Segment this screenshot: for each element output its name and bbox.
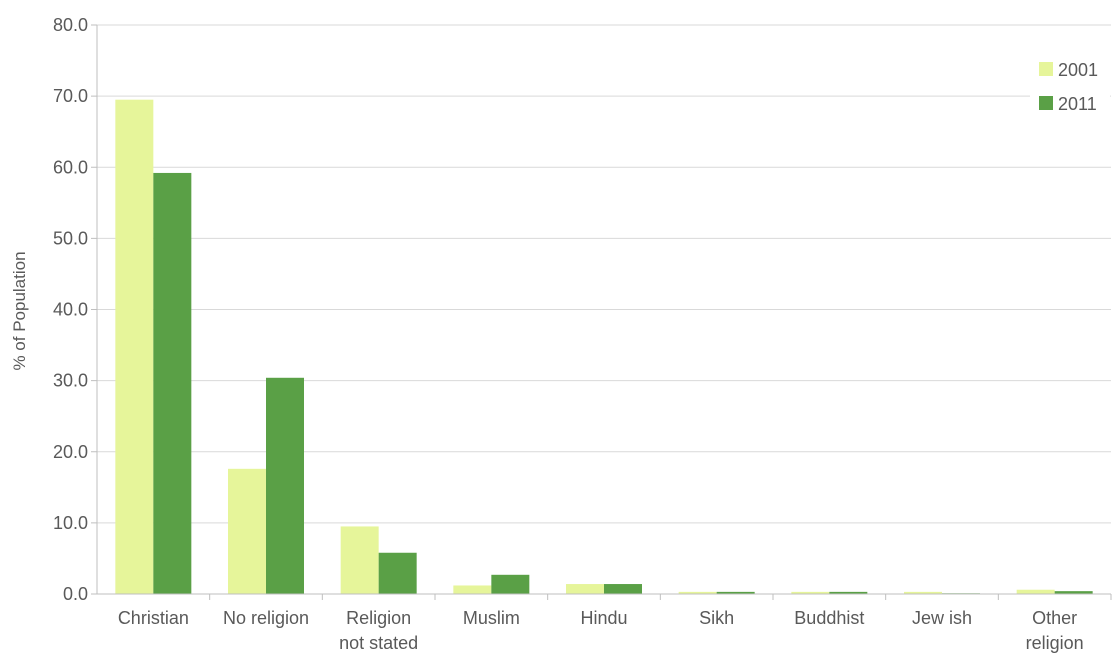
legend: 2001 2011	[1030, 52, 1110, 122]
y-tick-label: 10.0	[53, 513, 88, 533]
x-category-label: Other religion	[1026, 608, 1084, 653]
x-category-label: Religion not stated	[339, 608, 418, 653]
x-category-label: Muslim	[463, 608, 520, 628]
bar-2001-6	[791, 591, 830, 594]
x-category-label: Buddhist	[794, 608, 864, 628]
bar-2001-1	[228, 468, 266, 594]
x-category-label: Hindu	[580, 608, 627, 628]
y-tick-label: 70.0	[53, 86, 88, 106]
bar-2011-5	[716, 591, 755, 594]
x-category-label: Jew ish	[912, 608, 972, 628]
bar-2011-6	[829, 591, 868, 594]
bar-2001-8	[1016, 589, 1055, 594]
bar-2011-8	[1054, 591, 1093, 594]
bar-2011-4	[604, 584, 642, 594]
gridlines	[97, 24, 1111, 524]
bar-2011-2	[378, 552, 417, 594]
bar-2001-5	[678, 591, 717, 594]
legend-swatch-2011	[1039, 96, 1053, 110]
y-tick-label: 30.0	[53, 371, 88, 391]
y-tick-label: 0.0	[63, 584, 88, 604]
y-tick-label: 20.0	[53, 442, 88, 462]
axes: 0.0 10.0 20.0 30.0 40.0 50.0 60.0 70.0 80.0 Chris…	[53, 15, 1112, 653]
bar-2001-7	[904, 591, 942, 594]
x-category-label: Christian	[118, 608, 189, 628]
x-category-label: Sikh	[699, 608, 734, 628]
y-axis-title: % of Population	[10, 251, 29, 370]
bar-2001-0	[115, 99, 154, 595]
bar-2011-0	[153, 172, 192, 594]
bar-2001-4	[566, 584, 604, 594]
y-tick-label: 50.0	[53, 228, 88, 248]
y-tick-label: 60.0	[53, 157, 88, 177]
bar-2001-3	[453, 585, 492, 594]
x-category-label: No religion	[223, 608, 309, 628]
bar-2011-1	[266, 377, 304, 594]
bar-2011-3	[491, 574, 530, 594]
y-tick-label: 40.0	[53, 300, 88, 320]
legend-swatch-2001	[1039, 62, 1053, 76]
legend-label-2011: 2011	[1058, 94, 1097, 114]
y-tick-label: 80.0	[53, 15, 88, 35]
legend-label-2001: 2001	[1058, 60, 1098, 80]
bar-2001-2	[340, 526, 379, 594]
bars	[115, 99, 1093, 595]
